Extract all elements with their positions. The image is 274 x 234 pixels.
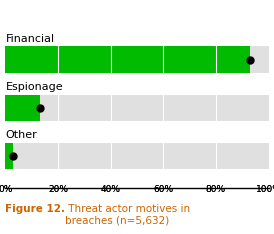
Bar (5, 143, 269, 169)
Text: Espionage: Espionage (5, 82, 63, 92)
Text: Threat actor motives in
breaches (n=5,632): Threat actor motives in breaches (n=5,63… (65, 204, 191, 225)
Bar (5, 46, 269, 73)
Text: Financial: Financial (5, 34, 55, 44)
Bar (5, 46, 250, 73)
Text: Other: Other (5, 130, 37, 140)
Text: Figure 12.: Figure 12. (5, 204, 65, 214)
Bar (5, 143, 13, 169)
Bar (5, 95, 269, 121)
Text: Figure 12.: Figure 12. (5, 204, 65, 214)
Bar (5, 95, 40, 121)
